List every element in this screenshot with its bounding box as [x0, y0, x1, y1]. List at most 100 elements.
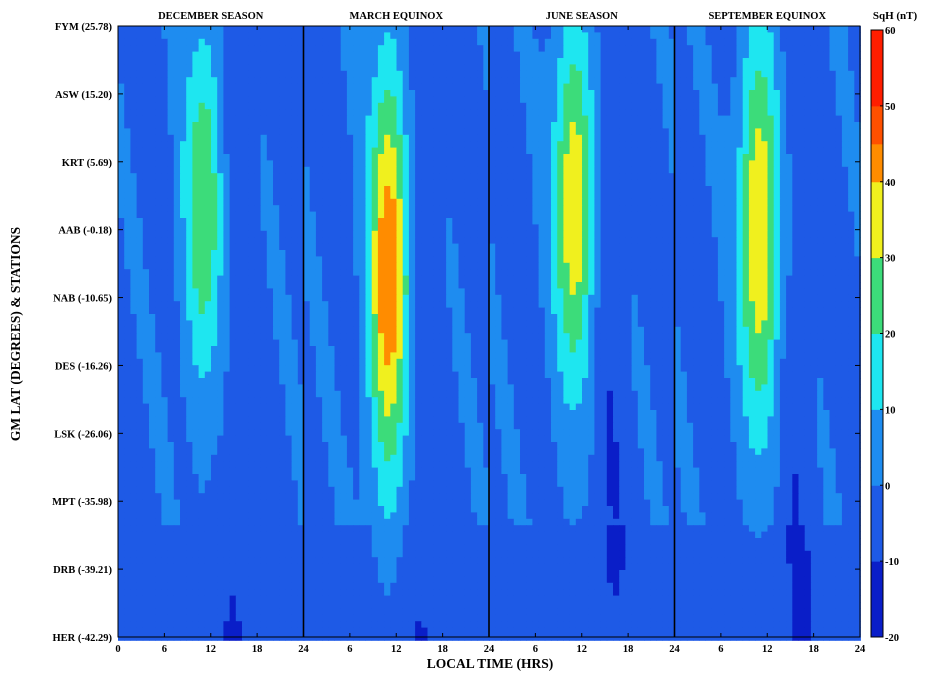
contour-cell [211, 26, 218, 33]
contour-cell [130, 314, 137, 321]
contour-cell [223, 614, 230, 622]
contour-cell [229, 173, 237, 180]
contour-cell [427, 461, 435, 468]
contour-cell [390, 384, 397, 392]
contour-cell [328, 96, 335, 104]
contour-cell [415, 416, 422, 424]
contour-cell [396, 186, 404, 193]
contour-cell [217, 109, 224, 116]
contour-cell [291, 141, 299, 148]
contour-cell [433, 282, 441, 289]
contour-cell [390, 262, 397, 270]
contour-cell [242, 576, 249, 584]
contour-cell [297, 173, 305, 180]
contour-cell [334, 384, 342, 392]
contour-cell [446, 218, 453, 225]
contour-cell [458, 243, 466, 251]
contour-cell [254, 538, 261, 545]
contour-cell [198, 378, 206, 385]
contour-cell [155, 250, 162, 257]
contour-cell [285, 512, 292, 520]
contour-cell [149, 256, 156, 264]
contour-cell [248, 326, 255, 334]
contour-cell [130, 480, 137, 488]
contour-cell [322, 26, 329, 33]
contour-cell [315, 250, 323, 257]
contour-cell [377, 230, 385, 238]
contour-cell [371, 211, 379, 219]
contour-cell [433, 397, 441, 404]
contour-cell [130, 506, 137, 513]
contour-cell [334, 230, 342, 238]
contour-cell [315, 320, 323, 328]
contour-cell [483, 422, 490, 430]
contour-cell [384, 134, 391, 142]
contour-cell [124, 32, 131, 40]
contour-cell [384, 384, 391, 392]
contour-cell [279, 531, 286, 539]
contour-cell [142, 358, 150, 366]
contour-cell [260, 147, 268, 155]
contour-cell [439, 365, 447, 372]
contour-cell [470, 102, 478, 110]
contour-cell [365, 326, 373, 334]
contour-cell [458, 307, 466, 315]
contour-cell [204, 582, 212, 590]
contour-cell [415, 339, 422, 347]
contour-cell [415, 147, 422, 155]
contour-cell [396, 384, 404, 392]
contour-cell [279, 326, 286, 334]
contour-cell [173, 115, 181, 123]
contour-cell [421, 288, 428, 296]
contour-cell [402, 45, 410, 52]
contour-cell [211, 493, 218, 500]
contour-cell [235, 243, 243, 251]
contour-cell [155, 275, 162, 283]
contour-cell [279, 282, 286, 289]
contour-cell [260, 538, 268, 545]
contour-cell [198, 32, 206, 40]
contour-cell [402, 358, 410, 366]
contour-cell [396, 160, 404, 168]
contour-cell [248, 454, 255, 462]
contour-cell [223, 77, 230, 84]
contour-cell [242, 166, 249, 174]
contour-cell [167, 378, 175, 385]
contour-cell [415, 262, 422, 270]
contour-cell [204, 506, 212, 513]
contour-cell [396, 282, 404, 289]
contour-cell [396, 371, 404, 379]
contour-cell [273, 390, 280, 398]
contour-cell [142, 173, 150, 180]
contour-cell [377, 186, 385, 193]
contour-cell [452, 378, 459, 385]
contour-cell [167, 518, 175, 526]
contour-cell [173, 474, 181, 481]
contour-cell [273, 314, 280, 321]
contour-cell [279, 218, 286, 225]
contour-cell [303, 461, 311, 468]
contour-cell [427, 275, 435, 283]
contour-cell [297, 230, 305, 238]
contour-cell [173, 269, 181, 276]
contour-cell [421, 26, 428, 33]
contour-cell [242, 390, 249, 398]
contour-cell [303, 294, 311, 302]
contour-cell [390, 358, 397, 366]
contour-cell [315, 51, 323, 59]
contour-cell [260, 243, 268, 251]
contour-cell [155, 141, 162, 148]
contour-cell [136, 58, 144, 65]
contour-cell [192, 384, 199, 392]
contour-cell [180, 83, 187, 91]
contour-cell [217, 384, 224, 392]
contour-cell [328, 211, 335, 219]
contour-cell [273, 486, 280, 494]
contour-cell [192, 198, 199, 206]
contour-cell [161, 109, 168, 116]
contour-cell [365, 77, 373, 84]
contour-cell [458, 435, 466, 443]
contour-cell [439, 314, 447, 321]
contour-cell [402, 314, 410, 321]
contour-cell [439, 378, 447, 385]
